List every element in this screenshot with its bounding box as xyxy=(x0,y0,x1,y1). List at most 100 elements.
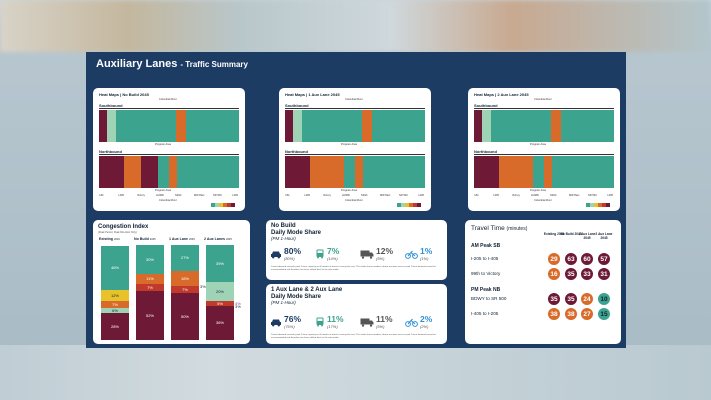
heatmap-segment xyxy=(293,110,302,142)
travel-time-value: 29 xyxy=(548,253,560,265)
congestion-segment: 46% xyxy=(101,246,129,290)
axis-label: SR 500 xyxy=(213,194,222,197)
legend-swatch xyxy=(598,203,602,207)
mode-share-existing: (5%) xyxy=(376,256,385,261)
heatmap-segment xyxy=(544,156,553,188)
northbound-label: Northbound xyxy=(99,149,122,154)
travel-time-section: PM Peak NB xyxy=(471,287,501,293)
heatmap-segment xyxy=(516,156,533,188)
congestion-column-header: No Build 2045 xyxy=(134,237,156,241)
mode-share-item: 2% (2%) xyxy=(405,314,432,332)
congestion-segment: 6% xyxy=(101,307,129,314)
axis-label: Victory xyxy=(137,194,145,197)
legend-swatch xyxy=(215,203,219,207)
legend-swatch xyxy=(397,203,401,207)
congestion-side-label: 3% xyxy=(200,284,206,289)
travel-time-title: Travel Time (minutes) xyxy=(471,225,528,232)
congestion-bar: 27% 16% 7% 50% xyxy=(171,245,199,340)
axis-label: SR 500 xyxy=(399,194,408,197)
heatmap-segment xyxy=(532,156,544,188)
heatmap-band-south xyxy=(99,110,239,142)
congestion-column-header: 2 Aux Lanes 2045 xyxy=(204,237,232,241)
congestion-segment: 11% xyxy=(136,273,164,284)
bus-icon xyxy=(315,246,325,264)
travel-time-value: 57 xyxy=(598,253,610,265)
river-label: Columbia River xyxy=(534,98,552,101)
program-area-label: Program Area xyxy=(530,189,547,192)
congestion-column-header: Existing 2019 xyxy=(99,237,120,241)
bike-icon xyxy=(405,246,418,264)
congestion-segment: 36% xyxy=(206,305,234,340)
congestion-segment: 27% xyxy=(171,245,199,271)
heatmap-segment xyxy=(363,156,425,188)
axis-label: HUMD xyxy=(156,194,164,197)
axis-label: Victory xyxy=(323,194,331,197)
southbound-arrow xyxy=(285,108,425,109)
legend-swatch xyxy=(409,203,413,207)
heatmap-segment xyxy=(362,110,372,142)
southbound-arrow xyxy=(99,108,239,109)
congestion-segment: 28% xyxy=(101,313,129,340)
heatmap-segment xyxy=(301,110,362,142)
travel-time-value: 24 xyxy=(581,293,593,305)
axis-label: SR 500 xyxy=(588,194,597,197)
heatmap-legend xyxy=(397,203,421,207)
northbound-arrow xyxy=(474,154,614,155)
legend-swatch xyxy=(405,203,409,207)
travel-time-route: I-405 to I-205 xyxy=(471,311,499,316)
congestion-segment: 12% xyxy=(101,289,129,302)
mode-share-pct: 1% xyxy=(420,246,433,256)
legend-swatch xyxy=(223,203,227,207)
northbound-label: Northbound xyxy=(285,149,308,154)
axis-label: Mill Plain xyxy=(569,194,580,197)
heatmap-segment xyxy=(499,156,516,188)
title-main: Auxiliary Lanes xyxy=(96,58,178,70)
legend-swatch xyxy=(219,203,223,207)
river-label: Columbia River xyxy=(159,199,177,202)
northbound-arrow xyxy=(285,154,425,155)
river-label: Columbia River xyxy=(159,98,177,101)
background-blur-top xyxy=(0,0,711,52)
mode-share-nobuild-card: No Build Daily Mode Share (PM 1-Hour) Tr… xyxy=(266,220,447,280)
legend-swatch xyxy=(590,203,594,207)
congestion-segment: 30% xyxy=(136,245,164,274)
legend-swatch xyxy=(231,203,235,207)
mode-share-title: 1 Aux Lane & 2 Aux Lane Daily Mode Share… xyxy=(271,287,343,305)
bus-icon xyxy=(315,314,325,332)
travel-time-value: 10 xyxy=(598,293,610,305)
truck-icon xyxy=(360,246,374,264)
slide-title: Auxiliary Lanes - Traffic Summary xyxy=(96,58,248,70)
mode-share-existing: (14%) xyxy=(327,256,338,261)
congestion-segment: 52% xyxy=(136,290,164,340)
title-sub: - Traffic Summary xyxy=(180,60,248,69)
legend-swatch xyxy=(602,203,606,207)
axis-label: I-205 xyxy=(418,194,424,197)
heatmap-title: Heat Maps | 1 Aux Lane 2045 xyxy=(285,92,340,97)
southbound-label: Southbound xyxy=(99,103,123,108)
heatmap-segment xyxy=(482,110,491,142)
heatmap-band-south xyxy=(285,110,425,142)
southbound-arrow xyxy=(474,108,614,109)
heatmap-legend xyxy=(586,203,610,207)
heatmap-card: Heat Maps | 1 Aux Lane 2045 Columbia Riv… xyxy=(279,88,431,211)
mode-share-item: 11% (5%) xyxy=(360,314,393,332)
travel-time-column-header: No Build 2045 xyxy=(560,232,582,236)
congestion-side-label: 4% xyxy=(235,301,241,306)
northbound-label: Northbound xyxy=(474,149,497,154)
axis-label: Mill Plain xyxy=(380,194,391,197)
program-area-label: Program Area xyxy=(341,189,358,192)
legend-swatch xyxy=(586,203,590,207)
mode-share-item: 12% (5%) xyxy=(360,246,393,264)
truck-icon xyxy=(360,314,374,332)
congestion-side-label: 3% xyxy=(235,304,241,309)
presentation-slide: Auxiliary Lanes - Traffic Summary Heat M… xyxy=(86,52,626,348)
river-label: Columbia River xyxy=(345,199,363,202)
axis-label: SR14 xyxy=(361,194,368,197)
congestion-segment: 7% xyxy=(101,301,129,308)
mode-share-note: Transit demand exceeds peak 1-hour capac… xyxy=(271,266,436,271)
heatmap-segment xyxy=(551,110,561,142)
travel-time-value: 35 xyxy=(548,293,560,305)
travel-time-value: 33 xyxy=(581,268,593,280)
mode-share-item: 76% (76%) xyxy=(270,314,301,332)
mode-share-existing: (80%) xyxy=(284,256,295,261)
